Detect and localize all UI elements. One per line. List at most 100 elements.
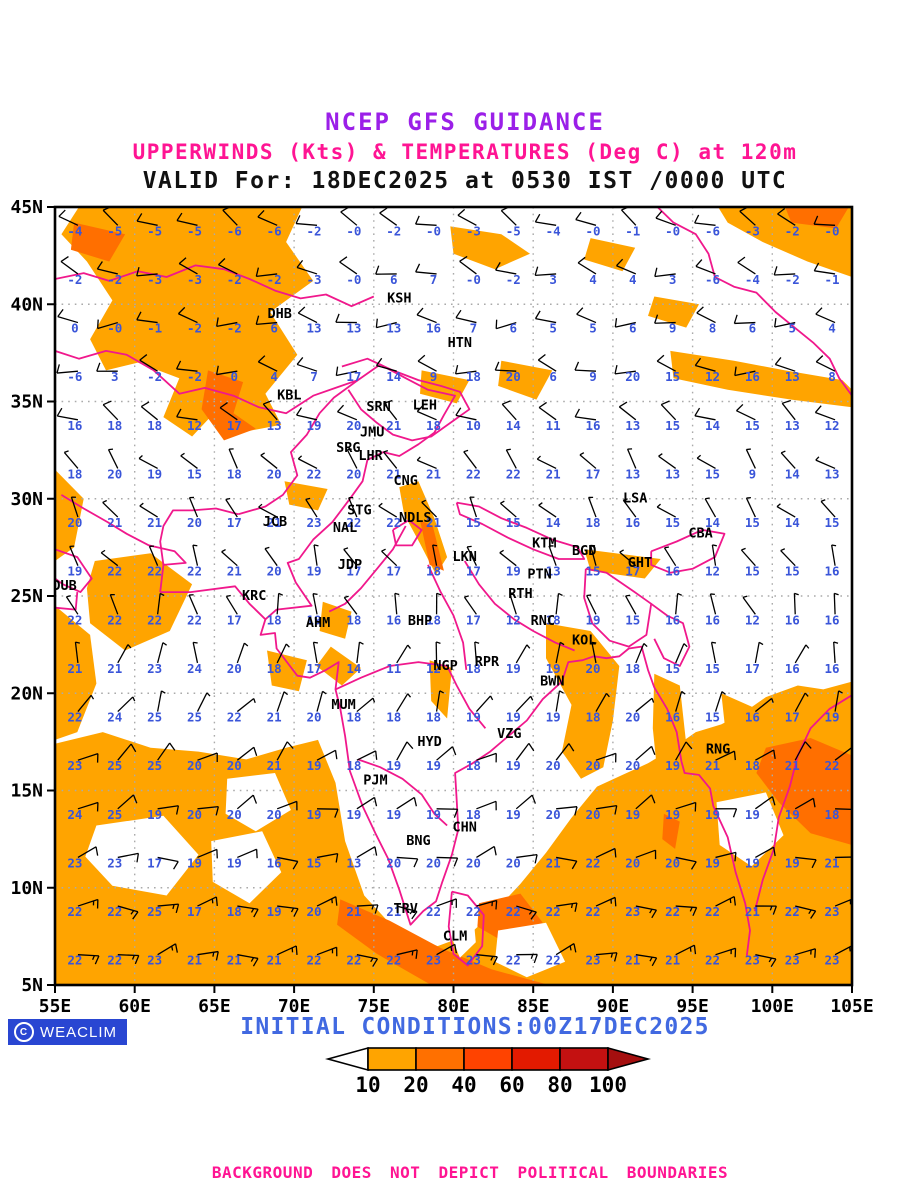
svg-text:21: 21 (625, 953, 640, 968)
svg-text:15: 15 (665, 418, 680, 433)
svg-text:15: 15 (665, 515, 680, 530)
station-label-ksh: KSH (387, 290, 411, 306)
svg-text:16: 16 (705, 612, 720, 627)
svg-text:22: 22 (147, 564, 162, 579)
svg-text:20: 20 (466, 855, 481, 870)
svg-text:20: 20 (107, 466, 122, 481)
svg-text:6: 6 (549, 369, 557, 384)
svg-text:20: 20 (625, 855, 640, 870)
svg-text:20: 20 (227, 661, 242, 676)
svg-text:22: 22 (107, 953, 122, 968)
svg-text:15: 15 (466, 515, 481, 530)
svg-text:22: 22 (426, 904, 441, 919)
colorbar-label: 40 (451, 1073, 476, 1097)
svg-text:20: 20 (67, 515, 82, 530)
svg-text:18: 18 (466, 661, 481, 676)
svg-text:18: 18 (346, 612, 361, 627)
svg-text:17: 17 (187, 904, 202, 919)
svg-text:16: 16 (825, 564, 840, 579)
svg-text:4: 4 (589, 272, 597, 287)
svg-text:22: 22 (306, 953, 321, 968)
y-tick-label: 25N (10, 586, 43, 607)
svg-text:21: 21 (386, 466, 401, 481)
x-tick-label: 70E (278, 996, 311, 1017)
station-label-hyd: HYD (417, 734, 441, 750)
copyright-icon: C (14, 1022, 34, 1042)
svg-text:12: 12 (187, 418, 202, 433)
svg-text:22: 22 (306, 466, 321, 481)
svg-text:20: 20 (546, 758, 561, 773)
svg-text:15: 15 (705, 710, 720, 725)
svg-text:18: 18 (625, 661, 640, 676)
svg-text:19: 19 (546, 710, 561, 725)
svg-text:-2: -2 (785, 223, 800, 238)
x-tick-label: 80E (437, 996, 470, 1017)
station-label-rng: RNG (706, 742, 730, 758)
svg-text:7: 7 (470, 321, 478, 336)
svg-text:20: 20 (426, 855, 441, 870)
svg-text:19: 19 (306, 807, 321, 822)
svg-text:18: 18 (426, 710, 441, 725)
station-label-srn: SRN (366, 399, 390, 415)
svg-text:21: 21 (107, 661, 122, 676)
svg-text:19: 19 (546, 661, 561, 676)
svg-text:23: 23 (825, 904, 840, 919)
svg-text:13: 13 (306, 321, 321, 336)
y-tick-label: 5N (21, 975, 43, 996)
svg-text:23: 23 (825, 953, 840, 968)
svg-text:9: 9 (749, 466, 757, 481)
svg-text:5: 5 (549, 321, 557, 336)
svg-text:24: 24 (187, 661, 202, 676)
svg-text:-0: -0 (426, 223, 441, 238)
x-tick-label: 100E (751, 996, 794, 1017)
svg-text:6: 6 (749, 321, 757, 336)
svg-text:22: 22 (67, 612, 82, 627)
svg-text:17: 17 (785, 710, 800, 725)
svg-text:16: 16 (625, 515, 640, 530)
svg-text:11: 11 (546, 418, 561, 433)
svg-text:25: 25 (107, 807, 122, 822)
svg-text:16: 16 (825, 661, 840, 676)
svg-text:25: 25 (107, 758, 122, 773)
x-tick-label: 85E (517, 996, 550, 1017)
svg-text:-3: -3 (187, 272, 202, 287)
station-label-chn: CHN (452, 819, 476, 835)
y-tick-label: 20N (10, 683, 43, 704)
svg-text:7: 7 (310, 369, 318, 384)
svg-text:4: 4 (629, 272, 637, 287)
svg-text:14: 14 (785, 515, 800, 530)
x-tick-label: 55E (39, 996, 72, 1017)
svg-text:18: 18 (426, 564, 441, 579)
station-label-rnc: RNC (531, 613, 555, 629)
svg-text:22: 22 (585, 855, 600, 870)
svg-text:21: 21 (227, 564, 242, 579)
svg-text:19: 19 (306, 612, 321, 627)
station-label-ktm: KTM (532, 535, 556, 551)
svg-text:19: 19 (386, 758, 401, 773)
svg-text:18: 18 (466, 369, 481, 384)
svg-text:-6: -6 (67, 369, 82, 384)
svg-text:22: 22 (227, 710, 242, 725)
svg-text:19: 19 (346, 807, 361, 822)
svg-text:18: 18 (67, 466, 82, 481)
svg-text:17: 17 (306, 661, 321, 676)
station-label-trv: TRV (393, 901, 417, 917)
svg-text:22: 22 (506, 904, 521, 919)
svg-text:22: 22 (67, 904, 82, 919)
svg-text:8: 8 (709, 321, 717, 336)
svg-text:21: 21 (187, 953, 202, 968)
svg-text:16: 16 (825, 612, 840, 627)
svg-text:12: 12 (426, 661, 441, 676)
colorbar-label: 10 (355, 1073, 380, 1097)
svg-text:22: 22 (705, 904, 720, 919)
svg-text:21: 21 (426, 515, 441, 530)
colorbar: 10 20 40 60 80 100 (324, 1046, 652, 1097)
y-tick-label: 15N (10, 781, 43, 802)
x-tick-label: 105E (830, 996, 873, 1017)
svg-text:-6: -6 (267, 223, 282, 238)
subtitle-parameters: UPPERWINDS (Kts) & TEMPERATURES (Deg C) … (132, 140, 798, 164)
svg-text:15: 15 (745, 515, 760, 530)
svg-text:22: 22 (466, 904, 481, 919)
svg-text:16: 16 (745, 369, 760, 384)
